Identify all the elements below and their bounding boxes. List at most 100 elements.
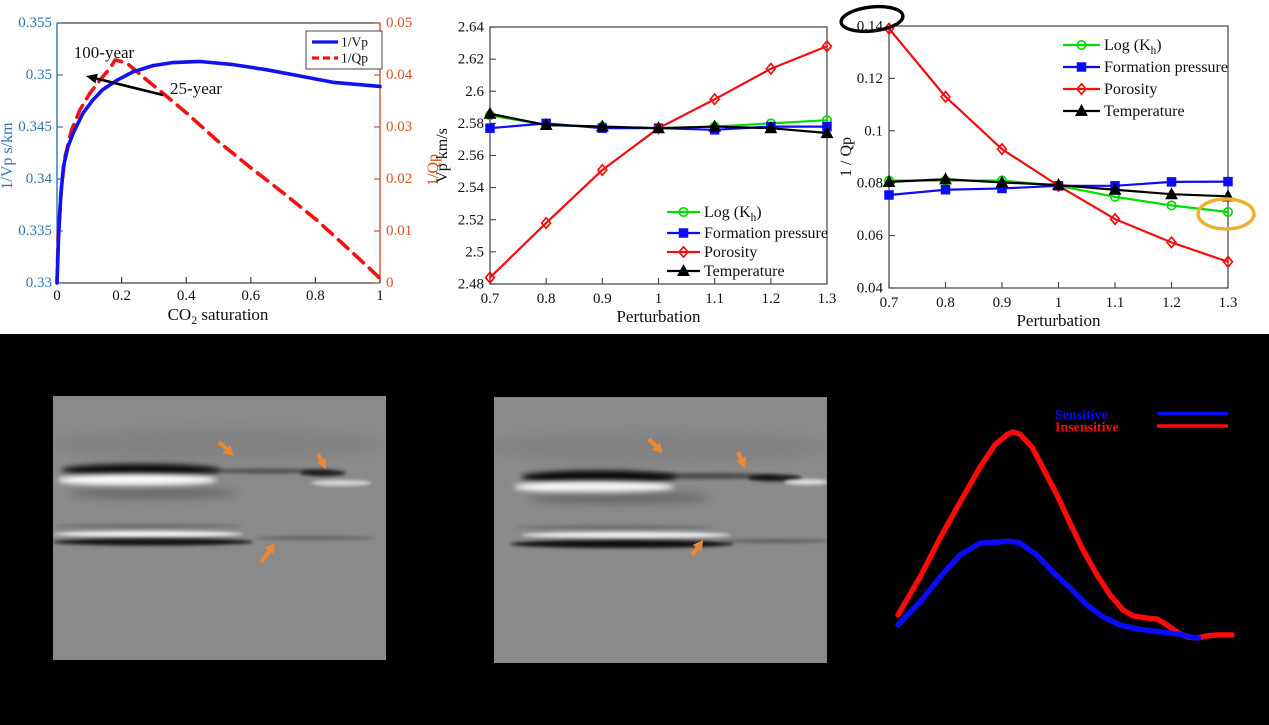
- y-tick-label: 2.56: [458, 148, 485, 164]
- series-marker-2: [596, 163, 608, 177]
- legend-label: 1/Qp: [341, 51, 368, 66]
- x-tick-label: 0.8: [537, 291, 556, 307]
- seismic-blob: [514, 525, 714, 529]
- x-tick-label: 0.9: [593, 291, 612, 307]
- seismic-blob: [53, 538, 253, 546]
- y-tick-label: 0.06: [857, 228, 884, 244]
- x-tick-label: 1: [1055, 295, 1063, 311]
- y-tick-label-left: 0.335: [18, 223, 52, 239]
- chart-co2-saturation: 0 0.2 0.4 0.6 0.8 1 0.33 0.335 0.34 0.345 0.35 0.35…: [0, 15, 442, 327]
- legend-label: Porosity: [1104, 81, 1157, 98]
- seismic-blob: [57, 474, 217, 486]
- legend-marker: [678, 206, 689, 218]
- seismic-arrow: [259, 543, 276, 564]
- legend-box: [305, 30, 383, 70]
- curve-sensitive: [895, 538, 1202, 641]
- seismic-image: [53, 396, 386, 660]
- x-tick-label: 0.6: [241, 288, 260, 304]
- series-marker-2: [540, 216, 552, 230]
- legend: 1/Vp1/Qp: [305, 30, 383, 70]
- series-marker-3: [483, 106, 497, 119]
- legend: Log (Kh)Formation pressurePorosityTemper…: [1063, 37, 1228, 120]
- arrow-head: [651, 442, 663, 454]
- series-marker-2: [484, 271, 496, 285]
- series-marker-2: [652, 121, 665, 135]
- series-marker-3: [820, 126, 834, 139]
- legend-marker: [1076, 39, 1087, 51]
- seismic-arrow: [217, 440, 234, 456]
- legend: Log (Kh)Formation pressurePorosityTemper…: [667, 204, 828, 280]
- legend-label-sensitive: Sensitive: [1055, 408, 1108, 423]
- legend-marker: [677, 245, 690, 259]
- series-marker-3: [539, 117, 553, 131]
- y-axis-title-right: 1/Qp: [425, 154, 442, 186]
- top-charts-row: 0 0.2 0.4 0.6 0.8 1 0.33 0.335 0.34 0.345 0.35 0.35…: [0, 0, 1269, 334]
- series-marker-2: [939, 90, 952, 104]
- x-tick-label: 1.1: [1106, 295, 1125, 311]
- series-marker-2: [996, 142, 1008, 156]
- seismic-blob: [53, 531, 243, 537]
- y-tick-label-right: 0.04: [386, 67, 413, 83]
- x-tick-label: 1.1: [705, 291, 724, 307]
- series-marker-3: [708, 119, 722, 132]
- legend-label: Log (Kh): [704, 204, 762, 224]
- x-tick-label: 0.7: [880, 295, 899, 311]
- y-tick-label-left: 0.355: [18, 15, 52, 31]
- seismic-blob: [53, 524, 243, 528]
- y-tick-label-right: 0.01: [386, 223, 412, 239]
- x-tick-label: 0.9: [993, 295, 1012, 311]
- series-marker-3: [1165, 187, 1178, 200]
- y-tick-label-left: 0.34: [26, 171, 53, 187]
- y-tick-label: 2.52: [458, 212, 484, 228]
- legend-marker: [677, 263, 690, 277]
- highlight-logkh-end: [1196, 197, 1256, 231]
- legend-label: 1/Vp: [341, 35, 368, 50]
- arrow-head: [86, 73, 98, 84]
- y-tick-label: 2.58: [458, 116, 484, 132]
- arrow-head: [222, 445, 234, 456]
- seismic-blob: [300, 469, 346, 477]
- legend-label: Log (Kh): [1104, 37, 1162, 57]
- x-axis-title: Perturbation: [1016, 311, 1101, 330]
- y-axis-title: Vp km/s: [434, 128, 451, 183]
- legend-label: Temperature: [1104, 103, 1185, 120]
- y-tick-label: 2.48: [458, 277, 484, 293]
- x-axis-title: CO2 saturation: [168, 305, 269, 327]
- arrow-shaft: [96, 77, 164, 97]
- series-marker-3: [995, 175, 1009, 188]
- annotation-25-year: 25-year: [170, 79, 222, 98]
- y-tick-label: 0.1: [864, 123, 883, 139]
- series-marker-1: [1223, 176, 1233, 187]
- y-tick-label: 0.12: [857, 71, 883, 87]
- series-marker-3: [1052, 178, 1065, 191]
- seismic-arrow: [647, 437, 663, 454]
- y-tick-label-left: 0.345: [18, 119, 52, 135]
- series-marker-2: [1222, 255, 1234, 269]
- seismic-blob: [61, 464, 221, 476]
- legend-label-insensitive: Insensitive: [1055, 421, 1119, 436]
- x-tick-label: 1.2: [1162, 295, 1181, 311]
- y-tick-label: 0.08: [857, 176, 883, 192]
- series-marker-1: [1166, 177, 1177, 187]
- legend-label: Formation pressure: [704, 225, 828, 242]
- seismic-arrow: [736, 451, 747, 469]
- x-tick-label: 1.3: [1219, 295, 1238, 311]
- top-background: [0, 0, 1269, 334]
- series-marker-2: [709, 92, 721, 106]
- x-tick-label: 1: [655, 291, 663, 307]
- x-tick-label: 1.2: [761, 291, 780, 307]
- x-tick-label: 0.2: [112, 288, 131, 304]
- seismic-blob: [639, 473, 779, 479]
- y-axis-title: 1 / Qp: [838, 137, 855, 177]
- arrow-shaft: [259, 549, 271, 564]
- x-tick-label: 0: [53, 288, 61, 304]
- y-tick-label-right: 0.03: [386, 119, 412, 135]
- x-tick-label: 0.8: [306, 288, 325, 304]
- chart-vp-perturbation: 0.7 0.8 0.9 1 1.1 1.2 1.3 2.48 2.5 2.52 2.54 2.56 2.…: [434, 20, 836, 327]
- x-tick-label: 0.8: [936, 295, 955, 311]
- series-marker-3: [939, 172, 952, 185]
